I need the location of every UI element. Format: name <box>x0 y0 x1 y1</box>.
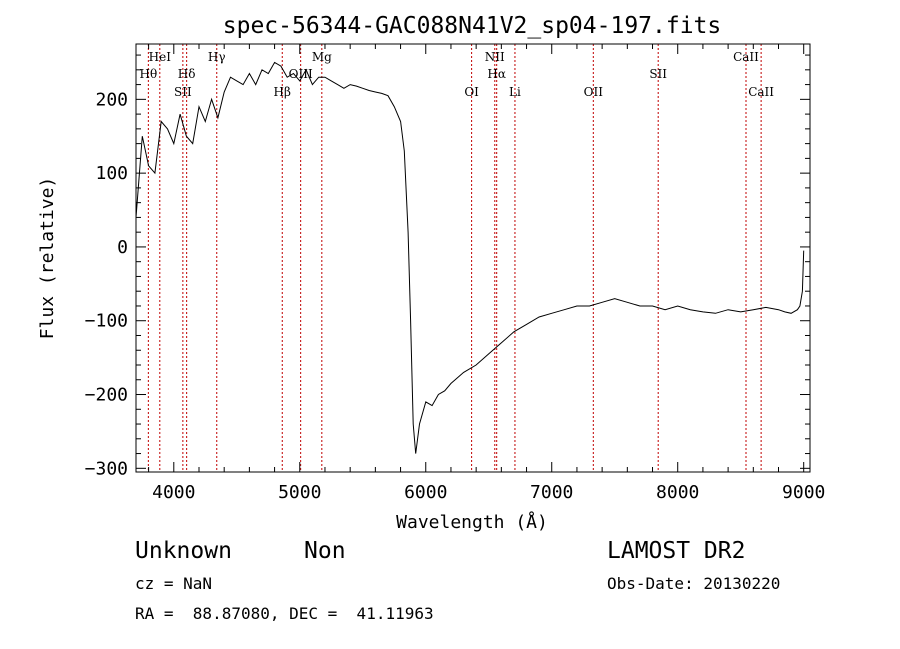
spectral-line-label: Mg <box>312 50 332 64</box>
subclass-label: Non <box>304 538 346 564</box>
y-tick-label: −300 <box>85 458 128 479</box>
redshift-label: cz = NaN <box>135 574 213 593</box>
survey-label: LAMOST DR2 <box>607 538 746 564</box>
y-tick-label: 0 <box>117 237 128 258</box>
coordinates-label: RA = 88.87080, DEC = 41.11963 <box>135 604 434 623</box>
spectrum-series-line <box>135 61 805 454</box>
spectral-line-label: OI <box>464 85 479 99</box>
x-tick-label: 8000 <box>656 482 699 503</box>
spectral-line-label: OII <box>584 85 604 99</box>
spectral-line-label: OIII <box>289 67 313 81</box>
x-tick-label: 6000 <box>404 482 447 503</box>
y-tick-label: 100 <box>95 163 128 184</box>
class-label: Unknown <box>135 538 232 564</box>
chart-title: spec-56344-GAC088N41V2_sp04-197.fits <box>223 13 722 39</box>
y-tick-label: −200 <box>85 385 128 406</box>
x-tick-label: 4000 <box>152 482 195 503</box>
x-tick-label: 5000 <box>278 482 321 503</box>
x-tick-label: 7000 <box>530 482 573 503</box>
x-axis-label: Wavelength (Å) <box>396 511 548 533</box>
spectral-line-label: Hγ <box>208 50 226 64</box>
spectral-line-label: Hα <box>487 67 506 81</box>
obs-date-label: Obs-Date: 20130220 <box>607 574 781 593</box>
spectral-line-label: SII <box>174 85 192 99</box>
y-tick-label: 200 <box>95 89 128 110</box>
y-tick-label: −100 <box>85 311 128 332</box>
spectral-line-label: Li <box>509 85 521 99</box>
x-tick-label: 9000 <box>782 482 825 503</box>
spectral-line-label: CaII <box>733 50 759 64</box>
y-axis-label: Flux (relative) <box>37 177 58 340</box>
spectral-line-label: CaII <box>748 85 774 99</box>
spectral-line-label: Hδ <box>178 67 196 81</box>
plot-frame <box>135 43 811 473</box>
spectral-line-label: HeI <box>149 50 172 64</box>
spectrum-chart: 4000 5000 6000 7000 8000 9000 −300 −200 −100 0 100… <box>37 13 825 533</box>
spectral-line-label: Hβ <box>274 85 291 99</box>
spectral-line-markers <box>147 44 762 472</box>
spectral-line-label: NII <box>485 50 505 64</box>
spectral-line-label: SII <box>649 67 667 81</box>
spectral-line-label: Hθ <box>139 67 157 81</box>
axis-ticks: 4000 5000 6000 7000 8000 9000 −300 −200 −100 0 100… <box>85 44 825 503</box>
